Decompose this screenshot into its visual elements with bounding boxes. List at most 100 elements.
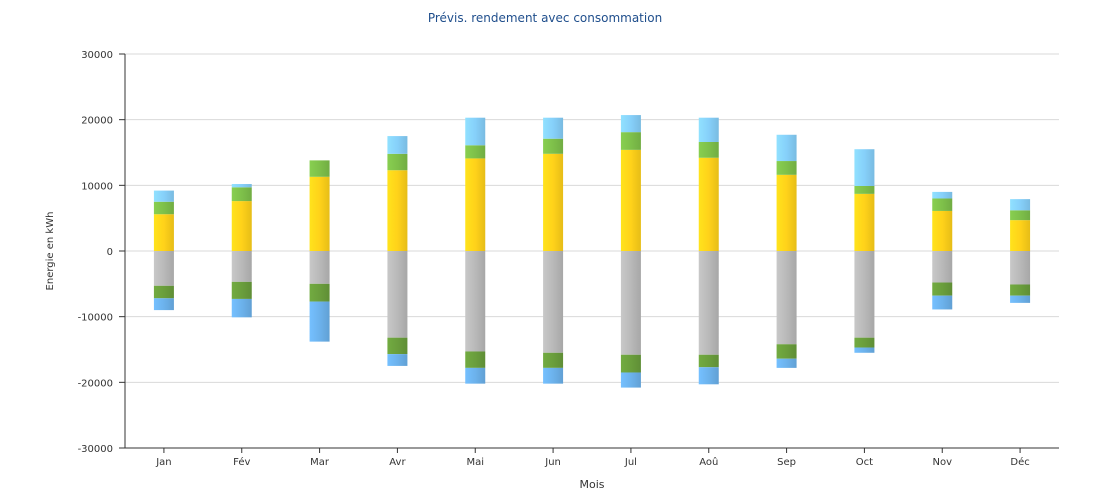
bar-segment-negative [465, 351, 486, 368]
bar-segment-negative [231, 251, 252, 282]
y-axis-title: Energie en kWh [45, 212, 56, 291]
bar-segment-positive [698, 157, 719, 251]
bar-segment-positive [1010, 210, 1031, 221]
x-tick-label: Nov [932, 457, 952, 468]
bar-segment-negative [387, 251, 408, 338]
bar-segment-positive [543, 117, 564, 139]
grid-lines [125, 53, 1059, 449]
bar-segment-positive [620, 115, 641, 133]
bar-segment-negative [1010, 284, 1031, 296]
bar-segment-negative [932, 282, 953, 296]
bar-segment-negative [231, 281, 252, 299]
bar-segment-negative [387, 354, 408, 366]
bar-segment-positive [1010, 199, 1031, 211]
x-tick-label: Mar [310, 457, 330, 468]
bar-segment-negative [153, 285, 174, 299]
bar-segment-positive [153, 190, 174, 202]
x-tick-label: Fév [233, 456, 250, 468]
bar-segment-positive [698, 117, 719, 142]
bar-segment-positive [231, 187, 252, 202]
bar-segment-positive [309, 160, 330, 177]
bar-segment-positive [387, 136, 408, 154]
x-tick-label: Déc [1010, 456, 1029, 468]
x-tick-label: Sep [777, 457, 796, 468]
bar-segment-negative [932, 295, 953, 310]
bar-segment-negative [1010, 295, 1031, 303]
bar-segment-positive [620, 132, 641, 150]
bar-segment-positive [776, 174, 797, 251]
bar-segment-negative [153, 298, 174, 311]
bar-segment-positive [231, 184, 252, 188]
bar-segment-positive [387, 170, 408, 251]
bar-segment-positive [153, 214, 174, 251]
bar-segment-positive [387, 153, 408, 171]
y-tick-label: -20000 [78, 378, 113, 389]
bar-segment-negative [465, 251, 486, 352]
y-tick-label: -10000 [78, 313, 113, 324]
x-tick-label: Avr [389, 457, 406, 468]
bar-segment-positive [465, 117, 486, 146]
chart-title: Prévis. rendement avec consommation [428, 11, 662, 25]
bar-segment-positive [854, 193, 875, 251]
bar-segment-negative [620, 354, 641, 373]
bar-segment-negative [309, 283, 330, 302]
bar-segment-negative [698, 354, 719, 368]
bar-segment-positive [231, 201, 252, 251]
bar-segment-negative [543, 367, 564, 384]
bar-segment-positive [776, 161, 797, 175]
y-tick-label: 30000 [81, 50, 113, 61]
y-tick-label: -30000 [78, 444, 113, 455]
bar-segment-negative [854, 347, 875, 353]
bar-segment-negative [620, 251, 641, 355]
bar-segment-negative [854, 337, 875, 348]
bar-segment-negative [543, 352, 564, 368]
bar-segment-positive [932, 191, 953, 199]
bar-segment-negative [698, 251, 719, 355]
bar-segment-negative [698, 367, 719, 385]
bar-segment-negative [231, 298, 252, 318]
bar-segment-negative [932, 251, 953, 283]
x-tick-labels: Jan Fév Mar Avr Mai Jun Jul Aoû Sep Oct Nov Déc [155, 456, 1030, 468]
bar-segment-negative [1010, 251, 1031, 285]
y-tick-label: 20000 [81, 116, 113, 127]
y-tick-labels: 30000 20000 10000 0 -10000 -20000 -30000 [78, 50, 113, 455]
x-tick-label: Jan [155, 457, 171, 468]
bar-segment-positive [543, 153, 564, 251]
bar-segment-positive [465, 145, 486, 159]
bar-segment-positive [854, 149, 875, 186]
bar-segment-negative [776, 344, 797, 359]
y-tick-label: 10000 [81, 181, 113, 192]
x-axis-title: Mois [579, 478, 604, 491]
bar-segment-negative [465, 367, 486, 384]
bar-segment-negative [776, 358, 797, 368]
bar-segment-negative [776, 251, 797, 345]
x-tick-label: Jul [624, 457, 637, 468]
x-tick-label: Aoû [699, 456, 718, 468]
bar-segment-positive [698, 141, 719, 158]
bar-segment-negative [543, 251, 564, 353]
bar-segment-positive [1010, 220, 1031, 251]
bar-segment-positive [932, 210, 953, 251]
bar-segment-positive [309, 176, 330, 251]
bar-segment-negative [854, 251, 875, 338]
bar-segment-positive [932, 198, 953, 211]
x-tick-label: Jun [544, 457, 561, 468]
bar-segment-positive [620, 149, 641, 251]
bar-segment-negative [309, 251, 330, 284]
bar-segment-positive [465, 158, 486, 251]
x-tick-label: Mai [466, 457, 484, 468]
x-tick-label: Oct [856, 457, 873, 468]
bar-segment-negative [387, 337, 408, 355]
bar-segment-negative [153, 251, 174, 286]
bar-segment-negative [309, 301, 330, 342]
bar-segment-positive [854, 185, 875, 194]
bar-segment-negative [620, 372, 641, 388]
bar-segment-positive [543, 138, 564, 154]
bars [153, 115, 1031, 388]
bar-segment-positive [153, 201, 174, 215]
y-tick-label: 0 [107, 247, 113, 258]
axes [119, 53, 1059, 453]
bar-segment-positive [776, 134, 797, 162]
